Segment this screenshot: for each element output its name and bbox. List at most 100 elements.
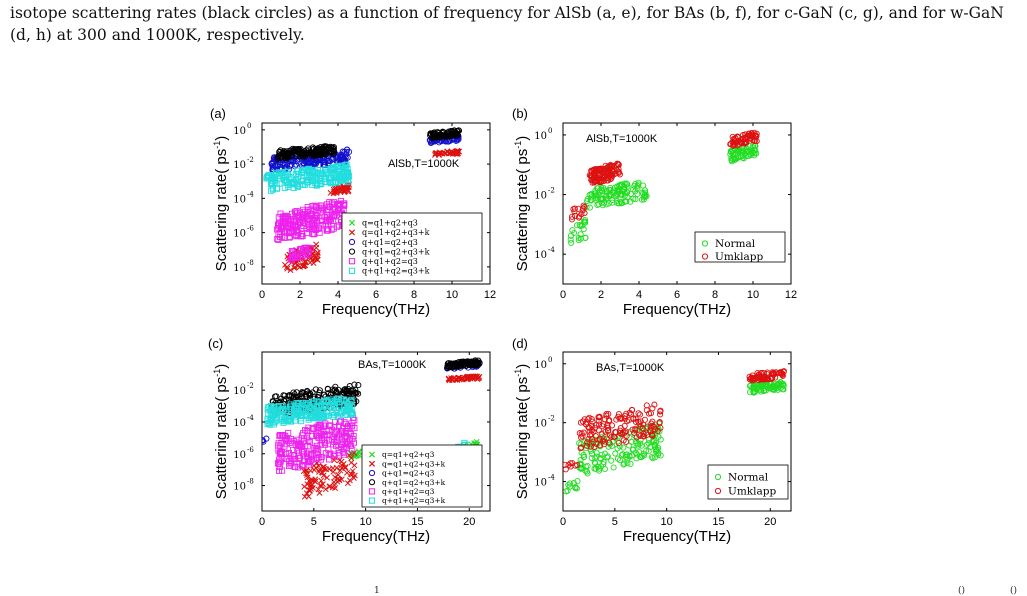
x-tick-label: 15 <box>712 516 724 528</box>
legend-marker <box>368 479 376 486</box>
data-point <box>641 416 648 423</box>
data-point <box>352 386 359 393</box>
data-point <box>324 225 331 232</box>
data-point <box>304 443 311 450</box>
data-point <box>582 234 589 241</box>
data-point <box>277 450 284 457</box>
series-q-q1-q2-q3 <box>274 197 348 263</box>
data-point <box>582 216 589 224</box>
data-point <box>342 432 350 440</box>
data-point <box>317 149 324 156</box>
data-point <box>621 422 628 429</box>
data-point <box>313 442 320 449</box>
data-point <box>290 389 297 396</box>
data-point <box>315 225 322 232</box>
data-point <box>755 374 762 381</box>
data-point <box>751 389 758 396</box>
data-point <box>632 180 639 188</box>
data-point <box>448 128 455 135</box>
data-point <box>331 188 338 195</box>
data-point <box>304 167 311 174</box>
data-point <box>308 451 315 458</box>
panel-annotation: AlSb,T=1000K <box>388 158 460 170</box>
data-point <box>597 196 604 203</box>
data-point <box>621 460 628 467</box>
data-point <box>436 152 442 159</box>
data-point <box>601 438 608 445</box>
data-point <box>338 154 345 161</box>
x-axis-label: Frequency(THz) <box>322 301 430 318</box>
data-point <box>620 429 627 436</box>
data-point <box>283 435 291 443</box>
data-point <box>750 382 757 389</box>
data-point <box>563 466 569 473</box>
data-point <box>633 455 640 462</box>
legend-marker <box>368 451 376 458</box>
data-point <box>568 213 576 220</box>
data-point <box>730 140 737 147</box>
data-point <box>654 446 661 453</box>
y-tick-exponent: -4 <box>548 246 555 254</box>
data-point <box>310 256 317 263</box>
data-point <box>287 418 294 425</box>
data-point <box>637 418 644 425</box>
data-point <box>459 375 466 382</box>
data-point <box>269 185 276 192</box>
data-point <box>305 390 312 397</box>
data-point <box>645 410 653 417</box>
data-point <box>294 181 301 188</box>
data-point <box>749 384 756 391</box>
data-point <box>572 483 579 491</box>
data-point <box>313 212 320 220</box>
data-point <box>616 182 623 189</box>
data-point <box>651 438 658 445</box>
data-point <box>268 160 275 167</box>
data-point <box>618 199 626 207</box>
data-point <box>271 419 278 426</box>
y-tick-label: 10 <box>233 263 246 274</box>
y-tick-exponent: -8 <box>247 478 254 486</box>
data-point <box>452 376 459 383</box>
data-point <box>292 254 299 261</box>
data-point <box>630 415 637 422</box>
data-point <box>637 453 644 460</box>
data-point <box>734 138 741 145</box>
data-point <box>301 244 308 251</box>
data-point <box>309 432 316 439</box>
data-point <box>759 382 766 389</box>
data-point <box>304 481 311 488</box>
legend-marker <box>348 258 356 265</box>
data-point <box>577 434 585 441</box>
data-point <box>262 437 266 444</box>
data-point <box>732 154 739 161</box>
data-point <box>638 196 646 203</box>
data-point <box>303 427 310 434</box>
data-point <box>341 408 348 415</box>
data-point <box>317 441 324 448</box>
data-point <box>596 421 603 428</box>
x-tick-label: 0 <box>259 289 265 301</box>
data-point <box>275 236 282 244</box>
y-tick-label: 10 <box>233 418 246 429</box>
data-point <box>568 239 575 246</box>
legend-label: q=q1+q2+q3+k <box>362 228 430 237</box>
data-point <box>627 198 634 205</box>
data-point <box>610 187 617 194</box>
data-point <box>273 417 280 424</box>
data-point <box>627 190 634 197</box>
data-point <box>295 396 302 403</box>
data-point <box>289 254 296 261</box>
data-point <box>326 199 333 206</box>
data-point <box>764 383 771 390</box>
caption-line-1: isotope scattering rates (black circles)… <box>10 4 1004 22</box>
data-point <box>442 133 449 140</box>
x-tick-label: 4 <box>636 289 642 301</box>
y-tick-label: 10 <box>233 160 246 171</box>
data-point <box>327 450 334 457</box>
data-point <box>332 474 338 481</box>
data-point <box>304 150 311 157</box>
data-point <box>351 425 358 432</box>
legend-marker <box>701 253 709 260</box>
